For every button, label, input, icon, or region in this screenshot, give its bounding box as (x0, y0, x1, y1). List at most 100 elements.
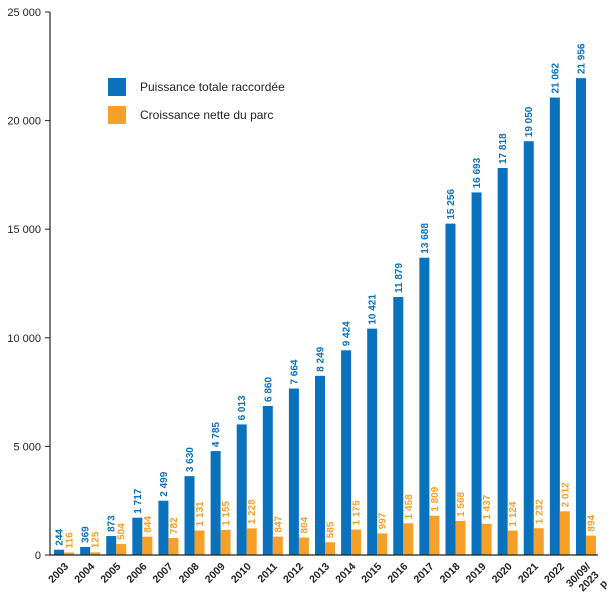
x-tick-label: 30/09/2023p (564, 561, 610, 607)
bar-series-1 (419, 257, 430, 555)
legend: Puissance totale raccordée Croissance ne… (108, 78, 285, 124)
bar-series-2 (585, 535, 596, 555)
bar-series-2 (507, 530, 518, 555)
y-tick-label: 25 000 (7, 7, 41, 19)
legend-swatch-series-1 (108, 78, 126, 96)
bar-series-1 (80, 546, 91, 555)
bar-series-2 (559, 511, 570, 555)
bar-series-1 (184, 476, 195, 555)
bar-series-2 (246, 528, 257, 555)
data-label-series-2: 504 (117, 523, 128, 540)
data-label-series-2: 847 (273, 515, 284, 532)
legend-label-series-2: Croissance nette du parc (140, 108, 273, 122)
data-label-series-2: 1 155 (221, 500, 232, 525)
bar-series-2 (325, 542, 335, 555)
x-tick-label: 2015 (359, 561, 384, 586)
x-tick-label: 2020 (490, 561, 515, 586)
bar-series-2 (168, 538, 179, 555)
bar-series-1 (341, 350, 352, 555)
bar-series-1 (445, 223, 456, 555)
bar-series-1 (549, 97, 560, 556)
data-label-series-1: 6 013 (237, 395, 248, 420)
x-tick-label: 2010 (229, 561, 254, 586)
data-label-series-1: 19 050 (524, 106, 535, 137)
data-label-series-2: 1 809 (430, 486, 441, 511)
data-label-series-2: 2 012 (560, 482, 571, 507)
data-label-series-1: 1 717 (133, 488, 144, 513)
bar-series-2 (220, 529, 231, 555)
data-label-series-1: 8 249 (316, 346, 327, 371)
legend-label-series-1: Puissance totale raccordée (140, 80, 285, 94)
bars-group (54, 78, 596, 556)
x-axis: 2003 2004 2005 2006 2007 2008 2009 2010 2011 2012… (46, 554, 610, 607)
bar-series-2 (455, 520, 466, 555)
data-label-series-2: 1 131 (195, 501, 206, 526)
y-tick-label: 0 (35, 550, 41, 562)
bar-series-2 (90, 552, 101, 555)
bar-series-2 (481, 523, 492, 555)
data-label-series-2: 1 124 (508, 501, 519, 526)
bar-series-1 (575, 78, 586, 556)
data-label-series-1: 7 664 (289, 359, 300, 384)
bar-series-1 (210, 451, 221, 555)
y-tick-label: 5 000 (13, 441, 41, 453)
data-label-series-1: 21 956 (576, 43, 587, 74)
x-tick-label: 2005 (98, 561, 123, 586)
bar-series-2 (377, 533, 388, 555)
data-label-series-2: 782 (169, 517, 180, 534)
data-label-series-2: 844 (143, 516, 154, 533)
bar-series-1 (132, 517, 143, 555)
x-tick-label: 2008 (177, 561, 202, 586)
data-label-series-1: 17 818 (498, 133, 509, 164)
y-tick-label: 10 000 (7, 333, 41, 345)
data-label-series-1: 9 424 (342, 321, 353, 346)
y-tick-label: 15 000 (7, 224, 41, 236)
data-label-series-1: 21 062 (550, 63, 561, 94)
data-label-series-2: 1 228 (247, 499, 258, 524)
x-tick-label: 2014 (333, 561, 358, 586)
bar-series-1 (471, 192, 482, 555)
x-tick-label: 2012 (281, 561, 306, 586)
x-tick-label: 2016 (385, 561, 410, 586)
bar-series-2 (194, 530, 205, 555)
bar-series-1 (288, 388, 299, 555)
data-label-series-1: 873 (107, 515, 118, 532)
bar-series-1 (262, 406, 273, 555)
data-label-series-1: 4 785 (211, 422, 222, 447)
bar-series-1 (523, 141, 534, 555)
data-label-series-2: 1 437 (482, 494, 493, 519)
bar-series-2 (64, 552, 75, 555)
bar-series-2 (272, 536, 283, 555)
bar-series-1 (54, 549, 65, 555)
data-label-series-2: 804 (299, 516, 310, 533)
legend-swatch-series-2 (108, 106, 126, 124)
data-label-series-1: 11 879 (394, 263, 405, 293)
data-label-series-1: 16 693 (472, 157, 483, 188)
data-label-series-2: 1 568 (456, 491, 467, 516)
bar-series-2 (533, 528, 544, 555)
bar-series-1 (158, 500, 169, 555)
bar-series-2 (403, 523, 414, 555)
data-label-series-1: 15 256 (446, 189, 457, 220)
y-tick-label: 20 000 (7, 116, 41, 128)
bar-series-1 (315, 375, 325, 555)
data-label-series-1: 6 860 (263, 377, 274, 402)
data-label-series-1: 3 630 (185, 447, 196, 472)
bar-series-2 (298, 537, 309, 555)
bar-series-1 (236, 424, 247, 555)
data-label-series-1: 13 688 (420, 223, 431, 254)
bar-series-1 (367, 328, 378, 555)
y-axis: 0 5 000 10 000 15 000 20 000 25 000 (7, 7, 51, 562)
x-tick-label: 2013 (307, 561, 332, 586)
data-label-series-2: 1 175 (352, 500, 363, 525)
x-tick-label: 2019 (464, 561, 489, 586)
x-tick-label: 2003 (46, 561, 71, 586)
data-label-series-2: 997 (378, 512, 389, 529)
bar-series-1 (393, 296, 404, 555)
x-tick-label: 2007 (151, 561, 176, 586)
data-label-series-2: 1 458 (404, 494, 415, 519)
x-tick-label: 2006 (124, 561, 149, 586)
data-label-series-1: 2 499 (159, 471, 170, 496)
bar-series-2 (142, 536, 153, 555)
x-tick-label: 2021 (516, 561, 541, 586)
